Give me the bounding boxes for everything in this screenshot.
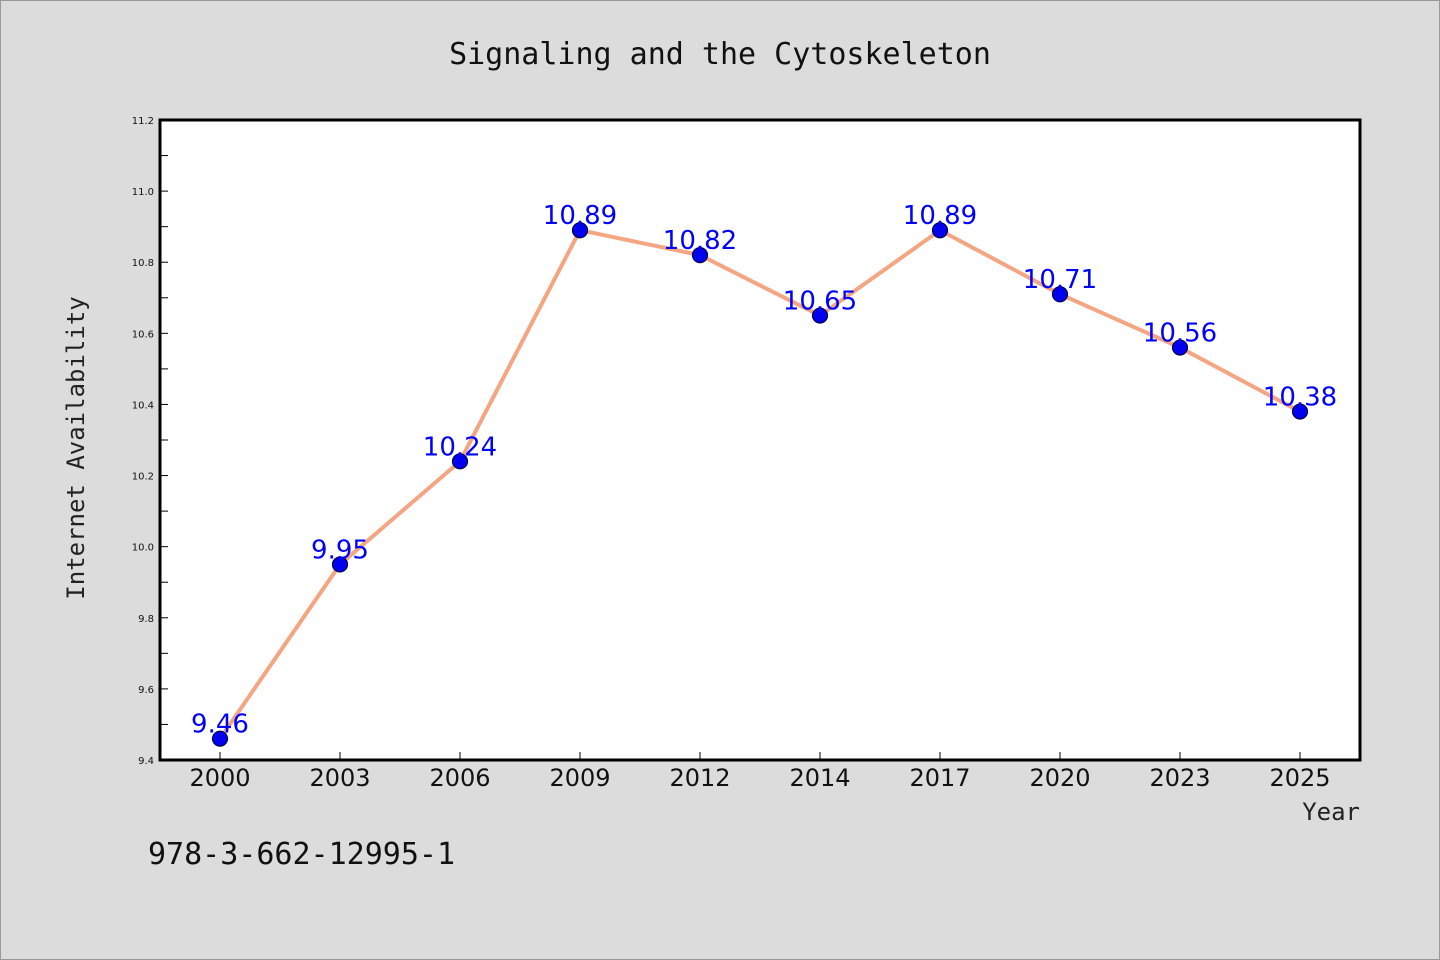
data-label: 9.95 — [311, 535, 369, 565]
y-tick-label: 10.6 — [132, 329, 154, 340]
data-label: 10.24 — [423, 432, 497, 462]
data-point — [811, 307, 829, 324]
data-point — [931, 222, 949, 239]
data-point — [691, 247, 709, 264]
y-tick-label: 11.2 — [132, 116, 154, 127]
isbn-annotation: 978-3-662-12995-1 — [148, 837, 455, 872]
y-tick-label: 10.4 — [132, 400, 154, 411]
y-axis-label: Internet Availability — [62, 296, 90, 599]
x-axis-label: Year — [1302, 798, 1360, 826]
x-tick-label: 2012 — [669, 764, 730, 792]
data-label: 10.65 — [783, 287, 857, 317]
x-tick-label: 2025 — [1269, 764, 1330, 792]
data-label: 10.56 — [1143, 319, 1217, 349]
data-point — [1291, 403, 1309, 420]
data-point — [571, 222, 589, 239]
data-points — [211, 222, 1309, 747]
y-tick-label: 9.6 — [138, 685, 154, 696]
data-point — [451, 453, 469, 470]
data-label: 10.38 — [1263, 383, 1337, 413]
y-tick-label: 10.8 — [132, 258, 154, 269]
y-tick-label: 9.4 — [138, 756, 154, 767]
data-point — [331, 556, 349, 573]
y-tick-label: 10.2 — [132, 472, 154, 483]
x-axis-ticks: 2000 2003 2006 2009 2012 2014 2017 2020 2023 2025 — [189, 752, 1331, 792]
x-tick-label: 2017 — [909, 764, 970, 792]
data-labels: 9.46 9.95 10.24 10.89 10.82 10.65 10.89 10.71 10… — [191, 201, 1337, 739]
chart-title: Signaling and the Cytoskeleton — [449, 37, 991, 72]
x-tick-label: 2020 — [1029, 764, 1090, 792]
x-tick-label: 2009 — [549, 764, 610, 792]
y-tick-label: 10.0 — [132, 543, 154, 554]
data-label: 9.46 — [191, 710, 249, 740]
data-point — [1051, 286, 1069, 303]
data-point — [211, 730, 229, 747]
x-tick-label: 2006 — [429, 764, 490, 792]
data-label: 10.89 — [903, 201, 977, 231]
x-tick-label: 2003 — [309, 764, 370, 792]
y-tick-label: 11.0 — [132, 187, 154, 198]
x-tick-label: 2023 — [1149, 764, 1210, 792]
plot-area — [160, 120, 1360, 760]
y-tick-label: 9.8 — [138, 614, 154, 625]
series-line — [218, 228, 1302, 741]
data-label: 10.71 — [1023, 265, 1097, 295]
data-label: 10.82 — [663, 226, 737, 256]
x-tick-label: 2014 — [789, 764, 850, 792]
data-point — [1171, 339, 1189, 356]
plot-border — [158, 118, 1362, 762]
x-tick-label: 2000 — [189, 764, 250, 792]
data-label: 10.89 — [543, 201, 617, 231]
